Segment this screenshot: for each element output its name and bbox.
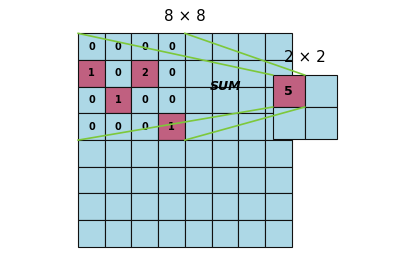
Bar (131, 33, 158, 60)
Bar (158, 60, 185, 87)
Bar (238, 167, 265, 193)
Bar (131, 140, 158, 167)
Bar (238, 113, 265, 140)
Bar (158, 113, 185, 140)
Bar (185, 60, 211, 87)
Bar (211, 87, 238, 113)
Text: 0: 0 (168, 95, 175, 105)
Bar (131, 220, 158, 247)
Bar (78, 220, 105, 247)
Bar (211, 113, 238, 140)
Text: 0: 0 (115, 122, 122, 132)
Bar (238, 220, 265, 247)
Bar (78, 193, 105, 220)
Bar (131, 167, 158, 193)
Bar (105, 193, 131, 220)
Bar (158, 140, 185, 167)
Bar (185, 33, 211, 60)
Bar (211, 140, 238, 167)
Text: 0: 0 (168, 68, 175, 78)
Text: 2: 2 (141, 68, 148, 78)
Text: 1: 1 (115, 95, 122, 105)
Bar (158, 193, 185, 220)
Bar (105, 167, 131, 193)
Bar (185, 87, 211, 113)
Text: 0: 0 (88, 42, 95, 52)
Bar (105, 140, 131, 167)
Bar (265, 140, 292, 167)
Bar (78, 113, 105, 140)
Bar (211, 60, 238, 87)
Bar (105, 33, 131, 60)
Bar (265, 113, 292, 140)
Text: 0: 0 (115, 42, 122, 52)
Bar (131, 87, 158, 113)
Bar (185, 113, 211, 140)
Text: 8 × 8: 8 × 8 (164, 9, 206, 24)
Bar (78, 87, 105, 113)
Bar (211, 167, 238, 193)
Bar (158, 33, 185, 60)
Bar (238, 87, 265, 113)
Bar (265, 33, 292, 60)
Text: 0: 0 (141, 122, 148, 132)
Bar (78, 60, 105, 87)
Bar (105, 60, 131, 87)
Bar (131, 193, 158, 220)
Text: 0: 0 (88, 122, 95, 132)
Bar (105, 113, 131, 140)
Bar (78, 33, 105, 60)
Text: 1: 1 (88, 68, 95, 78)
Bar (211, 33, 238, 60)
Bar (131, 60, 158, 87)
Bar (265, 193, 292, 220)
Text: 0: 0 (141, 42, 148, 52)
Bar (131, 113, 158, 140)
Text: 2 × 2: 2 × 2 (284, 50, 325, 65)
Bar (185, 167, 211, 193)
Bar (273, 75, 305, 107)
Text: 0: 0 (88, 95, 95, 105)
Bar (158, 167, 185, 193)
Bar (185, 193, 211, 220)
Bar (273, 107, 305, 139)
Bar (185, 220, 211, 247)
Bar (238, 140, 265, 167)
Bar (211, 193, 238, 220)
Bar (238, 60, 265, 87)
Bar (265, 167, 292, 193)
Bar (105, 220, 131, 247)
Bar (211, 220, 238, 247)
Bar (185, 140, 211, 167)
Text: 0: 0 (168, 42, 175, 52)
Text: SUM: SUM (210, 80, 242, 93)
Text: 5: 5 (284, 85, 293, 98)
Text: 0: 0 (115, 68, 122, 78)
Bar (305, 75, 337, 107)
Bar (238, 33, 265, 60)
Bar (238, 193, 265, 220)
Bar (265, 60, 292, 87)
Text: 1: 1 (168, 122, 175, 132)
Bar (78, 167, 105, 193)
Bar (158, 87, 185, 113)
Bar (305, 107, 337, 139)
Bar (78, 140, 105, 167)
Bar (105, 87, 131, 113)
Bar (265, 87, 292, 113)
Bar (158, 220, 185, 247)
Bar (265, 220, 292, 247)
Text: 0: 0 (141, 95, 148, 105)
